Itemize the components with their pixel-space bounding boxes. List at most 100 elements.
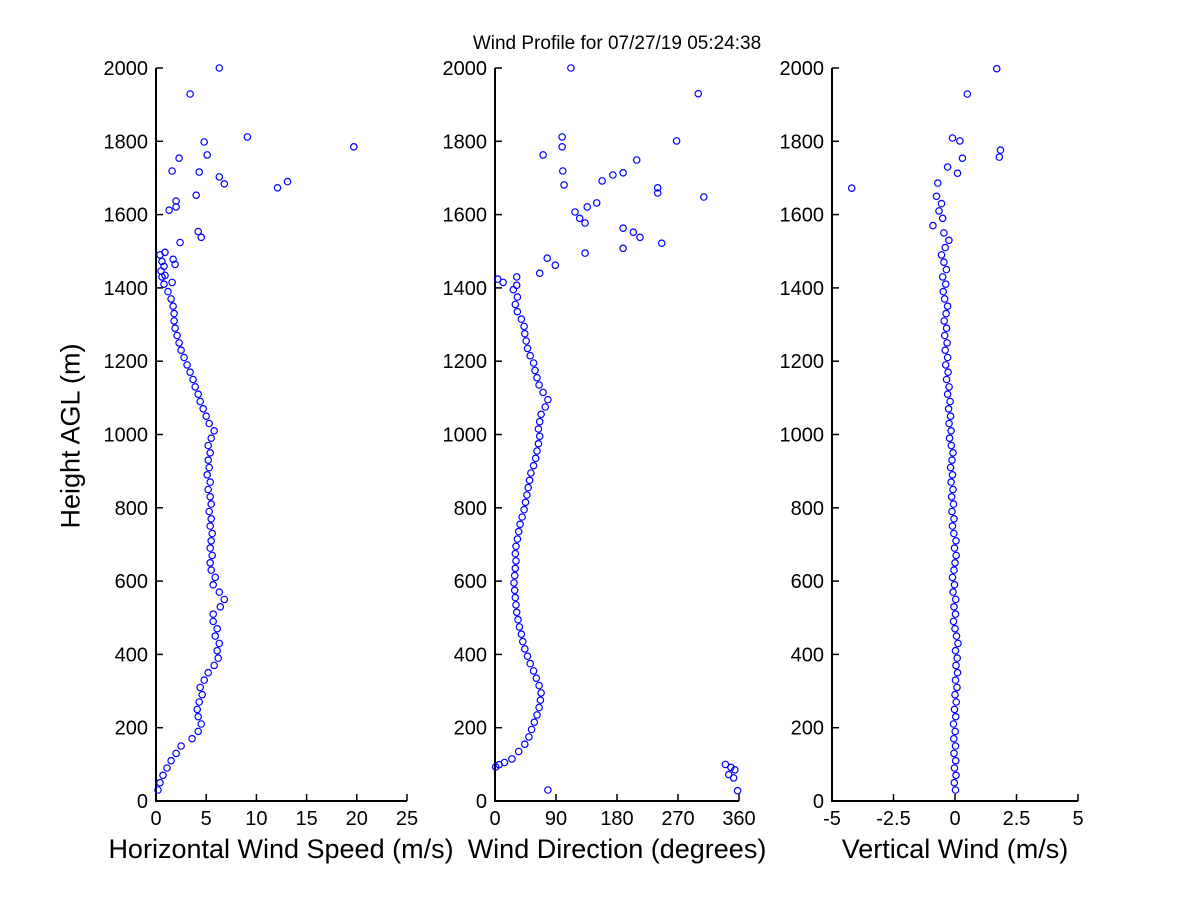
data-point	[172, 197, 180, 205]
y-tick-label: 1400	[780, 278, 825, 300]
data-point	[513, 293, 522, 301]
x-tick-label: 2.5	[1003, 808, 1031, 830]
data-point	[518, 637, 527, 646]
scatter-series	[847, 64, 1005, 794]
data-point	[529, 667, 538, 675]
data-point	[952, 661, 960, 670]
data-point	[512, 608, 521, 617]
data-point	[995, 153, 1004, 161]
data-point	[213, 624, 222, 633]
data-point	[950, 764, 959, 772]
data-point	[950, 544, 959, 552]
ylabel-height-agl: Height AGL (m)	[55, 343, 86, 529]
data-point	[951, 786, 960, 794]
x-tick-label: 0	[949, 808, 960, 830]
data-point	[949, 485, 957, 494]
y-tick-label: 1600	[104, 205, 149, 227]
data-point	[948, 456, 956, 465]
data-point	[175, 154, 183, 163]
data-point	[942, 375, 951, 384]
data-point	[653, 189, 662, 197]
data-point	[951, 624, 959, 633]
data-point	[513, 535, 522, 543]
data-point	[535, 417, 544, 426]
data-point	[211, 573, 220, 582]
data-point	[951, 690, 959, 699]
data-point	[273, 184, 282, 192]
data-point	[493, 275, 502, 283]
data-point	[952, 698, 961, 706]
data-point	[197, 720, 206, 728]
y-tick-label: 200	[791, 718, 824, 740]
data-point	[520, 329, 529, 338]
data-point	[992, 64, 1001, 73]
data-point	[944, 368, 952, 377]
data-point	[206, 478, 215, 486]
data-point	[204, 668, 213, 677]
data-point	[525, 733, 533, 741]
x-tick-label: -2.5	[876, 808, 910, 830]
data-point	[533, 711, 541, 719]
data-point	[949, 448, 957, 457]
data-point	[215, 173, 224, 181]
data-point	[207, 536, 216, 545]
data-point	[619, 169, 627, 177]
data-point	[539, 388, 547, 397]
data-point	[733, 786, 742, 795]
y-tick-label: 1600	[443, 205, 488, 227]
data-point	[510, 579, 518, 587]
data-point	[929, 221, 937, 230]
data-point	[521, 498, 530, 507]
y-tick-label: 800	[454, 498, 487, 520]
y-tick-label: 1400	[104, 278, 149, 300]
data-point	[514, 747, 523, 756]
data-point	[940, 229, 948, 237]
data-point	[948, 134, 957, 142]
data-point	[200, 676, 209, 684]
data-point	[512, 281, 521, 290]
data-point	[243, 133, 252, 141]
data-point	[180, 353, 188, 362]
data-point	[206, 448, 215, 457]
data-point	[170, 309, 178, 318]
data-point	[511, 300, 520, 309]
data-point	[189, 375, 197, 384]
y-tick-label: 400	[791, 644, 824, 666]
data-point	[950, 566, 958, 574]
data-point	[948, 470, 957, 479]
y-tick-label: 2000	[104, 58, 149, 80]
data-point	[191, 383, 200, 391]
data-point	[159, 771, 167, 780]
xlabel-vertical-wind: Vertical Wind (m/s)	[841, 834, 1069, 864]
data-point	[520, 740, 529, 749]
data-point	[952, 536, 960, 545]
data-point	[200, 138, 209, 146]
data-point	[163, 764, 171, 772]
data-point	[948, 507, 956, 516]
data-point	[535, 703, 543, 712]
y-tick-label: 200	[115, 718, 148, 740]
data-point	[527, 469, 535, 477]
data-point	[953, 654, 962, 662]
data-point	[937, 199, 946, 208]
data-point	[520, 505, 528, 514]
data-point	[951, 595, 960, 604]
data-point	[215, 639, 224, 648]
data-point	[194, 727, 203, 736]
data-point	[206, 558, 215, 567]
y-tick-label: 600	[115, 571, 148, 593]
y-tick-label: 2000	[443, 58, 488, 80]
data-point	[210, 426, 219, 435]
y-tick-label: 800	[791, 498, 824, 520]
data-point	[207, 566, 216, 574]
data-point	[609, 171, 617, 179]
data-point	[945, 434, 954, 443]
data-point	[541, 403, 550, 411]
data-point	[558, 143, 566, 151]
data-point	[950, 580, 959, 589]
data-point	[167, 756, 175, 765]
data-point	[215, 64, 224, 72]
data-point	[941, 361, 950, 369]
panel-wind-direction: 0 90 180 270 360 0 200 400 600 800 1000 1200 1400 160…	[443, 58, 756, 830]
